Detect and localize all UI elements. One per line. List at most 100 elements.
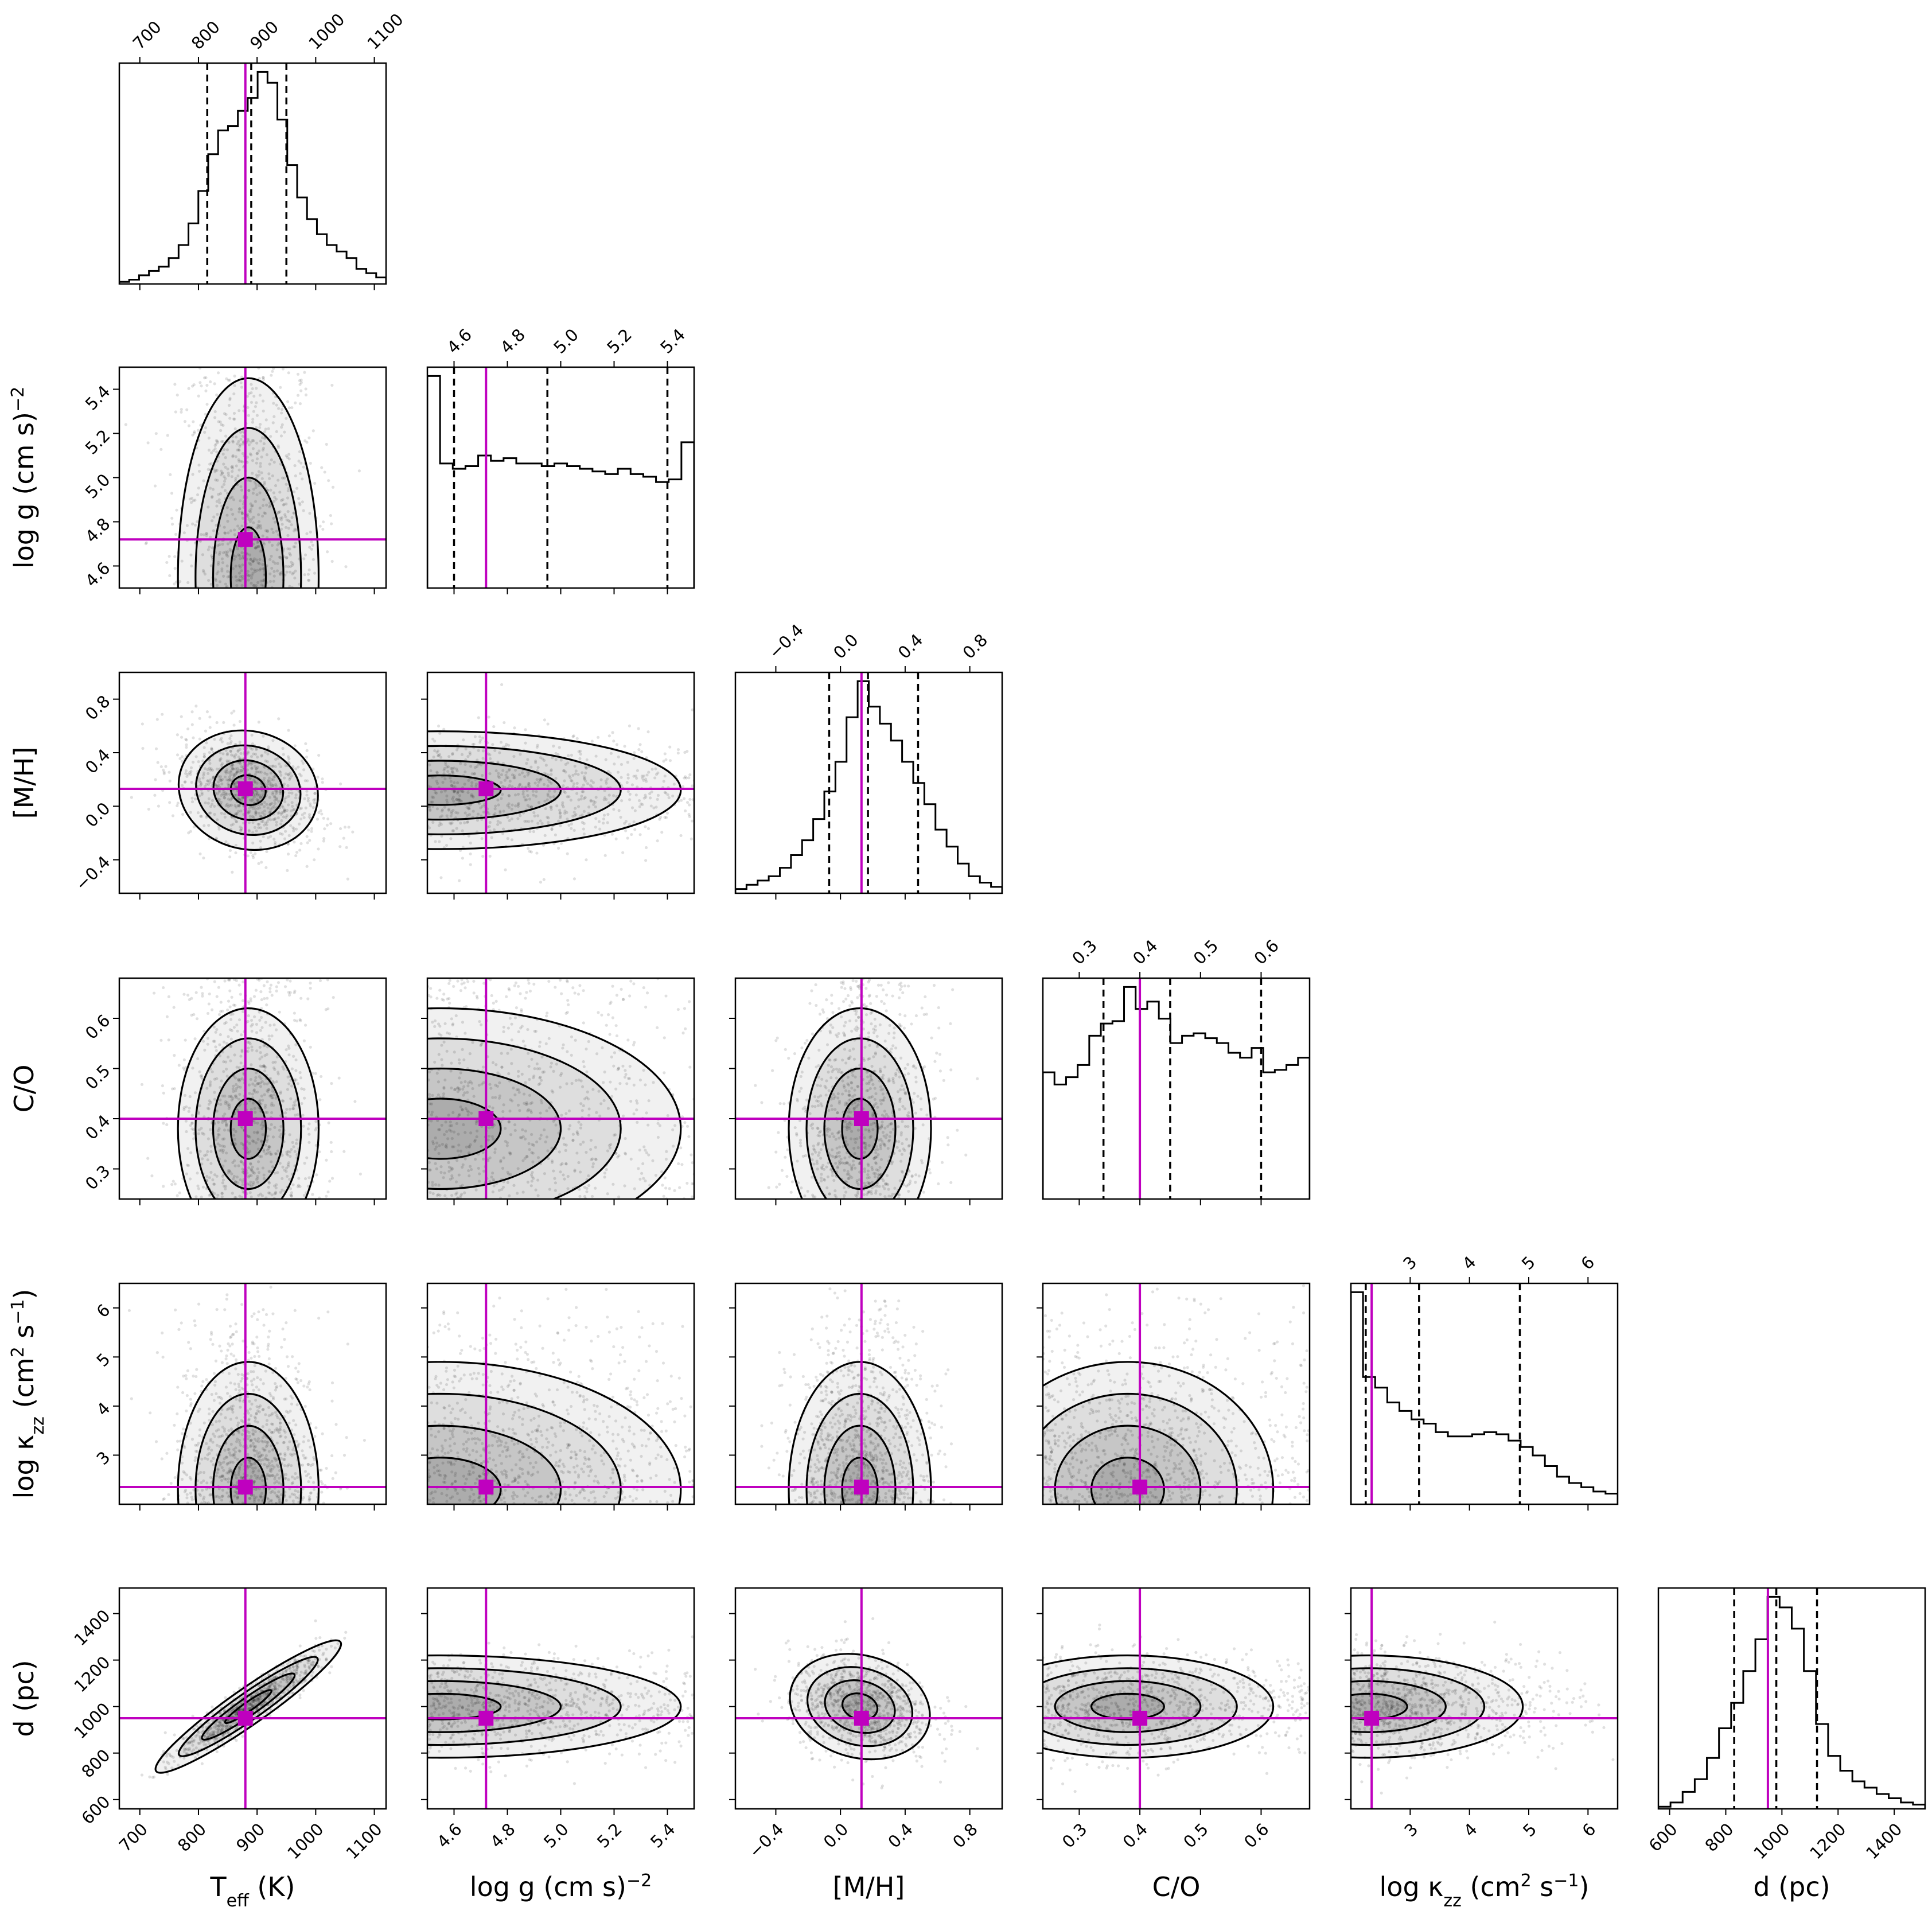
sample-point: [737, 780, 739, 783]
sample-point: [220, 793, 223, 797]
sample-point: [932, 983, 936, 987]
sample-point: [236, 448, 239, 452]
sample-point: [180, 410, 183, 414]
sample-point: [275, 530, 278, 533]
sample-point: [248, 1183, 251, 1186]
sample-point: [288, 993, 291, 997]
sample-point: [270, 782, 273, 785]
sample-point: [248, 520, 252, 523]
sample-point: [271, 818, 275, 822]
sample-point: [170, 1183, 174, 1186]
sample-point: [186, 1147, 190, 1150]
sample-point: [236, 749, 240, 753]
sample-point: [227, 471, 230, 475]
sample-point: [714, 793, 717, 796]
sample-point: [180, 715, 183, 718]
sample-point: [276, 444, 280, 447]
sample-point: [275, 797, 278, 801]
sample-point: [217, 774, 220, 778]
sample-point: [228, 396, 232, 400]
sample-point: [608, 1033, 611, 1036]
sample-point: [515, 1006, 519, 1010]
sample-point: [302, 509, 305, 512]
sample-point: [250, 383, 253, 386]
sample-point: [613, 762, 616, 766]
sample-point: [527, 784, 530, 787]
sample-point: [240, 512, 244, 515]
sample-point: [228, 1105, 231, 1108]
sample-point: [239, 443, 242, 446]
sample-point: [441, 781, 445, 784]
sample-point: [782, 1102, 786, 1106]
sample-point: [284, 772, 288, 776]
sample-point: [281, 523, 284, 526]
sample-point: [181, 813, 185, 816]
sample-point: [427, 784, 431, 788]
sample-point: [490, 994, 493, 998]
sample-point: [176, 1194, 179, 1197]
sample-point: [219, 757, 222, 761]
contour: [177, 729, 319, 851]
sample-point: [500, 797, 503, 800]
sample-point: [262, 442, 266, 446]
sample-point: [303, 439, 307, 442]
sample-point: [870, 813, 873, 816]
sample-point: [173, 383, 177, 386]
sample-point: [252, 1131, 256, 1134]
sample-point: [450, 810, 453, 814]
sample-point: [264, 1103, 267, 1107]
sample-point: [290, 1084, 294, 1088]
sample-point: [262, 567, 265, 571]
sample-point: [451, 752, 454, 756]
sample-point: [240, 386, 244, 389]
sample-point: [252, 439, 255, 442]
sample-point: [552, 795, 555, 799]
sample-point: [238, 507, 242, 511]
sample-point: [271, 474, 274, 478]
sample-point: [200, 336, 203, 338]
sample-point: [429, 987, 433, 990]
sample-point: [223, 526, 226, 529]
sample-point: [507, 768, 511, 772]
sample-point: [247, 1041, 251, 1044]
sample-point: [445, 814, 449, 818]
contour: [427, 730, 682, 850]
sample-point: [257, 449, 261, 453]
sample-point: [305, 789, 309, 793]
sample-point: [448, 1001, 451, 1005]
sample-point: [258, 423, 262, 426]
sample-point: [430, 795, 434, 799]
sample-point: [271, 1061, 275, 1064]
sample-point: [268, 558, 272, 561]
sample-point: [256, 1082, 259, 1086]
sample-point: [258, 1045, 262, 1049]
sample-point: [471, 743, 474, 746]
sample-point: [307, 436, 311, 439]
sample-point: [646, 730, 650, 734]
sample-point: [314, 1072, 317, 1075]
sample-point: [227, 531, 230, 535]
sample-point: [225, 792, 229, 796]
sample-point: [238, 797, 242, 801]
sample-point: [256, 799, 260, 803]
sample-point: [583, 777, 586, 781]
sample-point: [202, 746, 206, 749]
sample-point: [255, 1131, 259, 1135]
sample-point: [227, 784, 231, 787]
sample-point: [246, 515, 250, 519]
sample-point: [659, 815, 663, 819]
sample-point: [264, 1143, 267, 1147]
sample-point: [789, 1190, 793, 1194]
sample-point: [258, 978, 261, 982]
sample-point: [274, 817, 277, 820]
sample-point: [241, 577, 244, 581]
sample-point: [180, 735, 184, 739]
sample-point: [723, 1104, 726, 1107]
sample-point: [275, 820, 278, 824]
sample-point: [280, 571, 283, 574]
sample-point: [240, 769, 243, 772]
sample-point: [780, 1139, 782, 1142]
sample-point: [255, 781, 259, 785]
sample-point: [145, 541, 148, 544]
sample-point: [220, 740, 224, 744]
